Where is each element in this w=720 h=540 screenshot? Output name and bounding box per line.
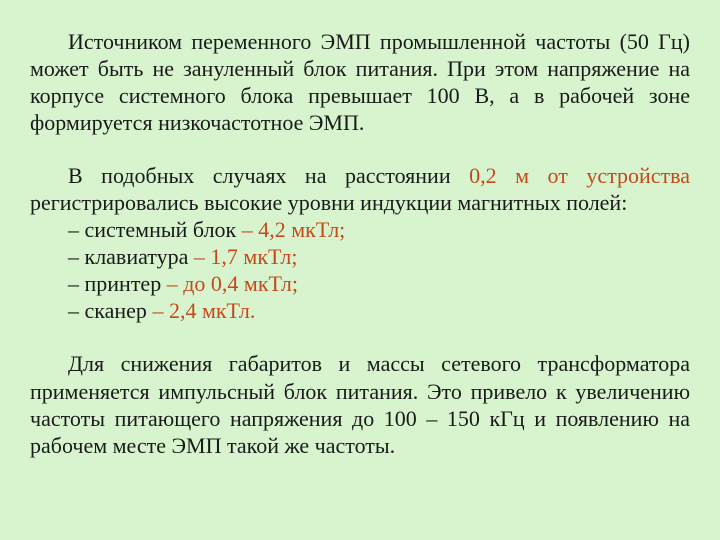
list-item-3: – сканер – 2,4 мкТл.	[30, 297, 690, 324]
paragraph-1: Источником переменного ЭМП промышленной …	[30, 28, 690, 136]
paragraph-spacer	[30, 136, 690, 162]
list-label-0: – системный блок	[68, 217, 242, 242]
list-value-2: – до 0,4 мкТл;	[167, 271, 298, 296]
list-item-0: – системный блок – 4,2 мкТл;	[30, 216, 690, 243]
paragraph-2: В подобных случаях на расстоянии 0,2 м о…	[30, 162, 690, 216]
list-item-2: – принтер – до 0,4 мкТл;	[30, 270, 690, 297]
p2-lead: В подобных случаях на расстоянии	[68, 163, 469, 188]
paragraph-spacer	[30, 324, 690, 350]
document-page: Источником переменного ЭМП промышленной …	[0, 0, 720, 540]
list-value-1: – 1,7 мкТл;	[194, 244, 298, 269]
list-item-1: – клавиатура – 1,7 мкТл;	[30, 243, 690, 270]
p2-distance-highlight: 0,2 м от устройства	[469, 163, 690, 188]
list-value-0: – 4,2 мкТл;	[242, 217, 346, 242]
p2-tail: регистрировались высокие уровни индукции…	[30, 190, 627, 215]
paragraph-3: Для снижения габаритов и массы сетевого …	[30, 350, 690, 458]
list-label-1: – клавиатура	[68, 244, 194, 269]
list-value-3: – 2,4 мкТл.	[152, 298, 255, 323]
list-label-3: – сканер	[68, 298, 152, 323]
list-label-2: – принтер	[68, 271, 167, 296]
